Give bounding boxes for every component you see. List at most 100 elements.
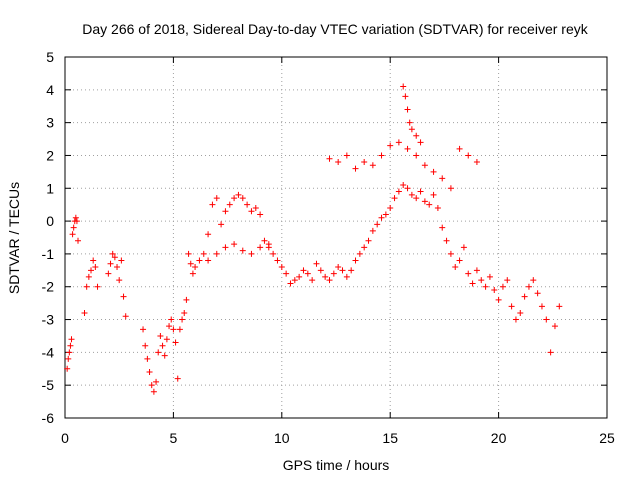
data-point — [434, 204, 441, 211]
axis-ticks: 0 5 10 15 20 25 -6 -5 -4 -3 -2 -1 0 1 2 3 4 5 — [42, 49, 615, 446]
data-point — [90, 257, 97, 264]
data-point — [69, 231, 76, 238]
data-point — [70, 224, 77, 231]
data-point — [75, 237, 82, 244]
data-point — [460, 244, 467, 251]
data-point — [525, 283, 532, 290]
data-point — [443, 237, 450, 244]
data-point — [382, 211, 389, 218]
data-point — [408, 126, 415, 133]
data-point — [185, 250, 192, 257]
data-point — [406, 119, 413, 126]
data-point — [313, 260, 320, 267]
x-tick-label: 15 — [382, 430, 398, 446]
data-point — [291, 277, 298, 284]
data-point — [239, 247, 246, 254]
data-point — [209, 201, 216, 208]
data-point — [391, 195, 398, 202]
data-point — [157, 332, 164, 339]
data-point — [439, 224, 446, 231]
data-point — [179, 316, 186, 323]
data-point — [161, 352, 168, 359]
data-point — [339, 267, 346, 274]
data-point — [413, 152, 420, 159]
data-point — [378, 214, 385, 221]
data-point — [413, 132, 420, 139]
data-point — [300, 267, 307, 274]
x-tick-label: 20 — [491, 430, 507, 446]
data-point — [200, 250, 207, 257]
data-point — [456, 257, 463, 264]
data-point — [404, 145, 411, 152]
data-point — [430, 168, 437, 175]
data-point — [122, 313, 129, 320]
grid-lines — [65, 57, 607, 418]
data-point — [343, 273, 350, 280]
data-points — [64, 83, 563, 395]
data-point — [257, 244, 264, 251]
data-point — [205, 231, 212, 238]
data-point — [465, 152, 472, 159]
data-point — [387, 204, 394, 211]
data-point — [421, 198, 428, 205]
data-point — [114, 264, 121, 271]
x-tick-label: 10 — [274, 430, 290, 446]
data-point — [168, 316, 175, 323]
data-point — [192, 264, 199, 271]
y-tick-label: -4 — [42, 344, 55, 360]
data-point — [142, 342, 149, 349]
data-point — [81, 309, 88, 316]
data-point — [148, 382, 155, 389]
data-point — [478, 277, 485, 284]
data-point — [482, 283, 489, 290]
data-point — [163, 336, 170, 343]
data-point — [495, 296, 502, 303]
data-point — [439, 175, 446, 182]
data-point — [365, 237, 372, 244]
data-point — [109, 250, 116, 257]
data-point — [335, 264, 342, 271]
plot-frame — [64, 56, 608, 419]
data-point — [222, 244, 229, 251]
y-tick-label: -1 — [42, 246, 55, 262]
data-point — [317, 267, 324, 274]
data-point — [551, 323, 558, 330]
data-point — [408, 191, 415, 198]
data-point — [352, 257, 359, 264]
data-point — [231, 241, 238, 248]
data-point — [400, 181, 407, 188]
data-point — [473, 267, 480, 274]
data-point — [176, 326, 183, 333]
data-point — [404, 185, 411, 192]
data-point — [473, 159, 480, 166]
data-point — [309, 277, 316, 284]
data-point — [402, 93, 409, 100]
data-point — [270, 250, 277, 257]
data-point — [248, 208, 255, 215]
y-tick-label: -6 — [42, 410, 55, 426]
data-point — [231, 195, 238, 202]
data-point — [499, 283, 506, 290]
data-point — [456, 145, 463, 152]
data-point — [469, 280, 476, 287]
data-point — [226, 201, 233, 208]
data-point — [287, 280, 294, 287]
data-point — [430, 191, 437, 198]
data-point — [395, 139, 402, 146]
data-point — [417, 139, 424, 146]
data-point — [538, 303, 545, 310]
data-point — [274, 257, 281, 264]
data-point — [352, 165, 359, 172]
data-point — [304, 270, 311, 277]
data-point — [65, 355, 72, 362]
data-point — [189, 270, 196, 277]
data-point — [244, 201, 251, 208]
data-point — [73, 218, 80, 225]
data-point — [218, 221, 225, 228]
data-point — [88, 267, 95, 274]
data-point — [235, 191, 242, 198]
data-point — [67, 342, 74, 349]
data-point — [159, 342, 166, 349]
